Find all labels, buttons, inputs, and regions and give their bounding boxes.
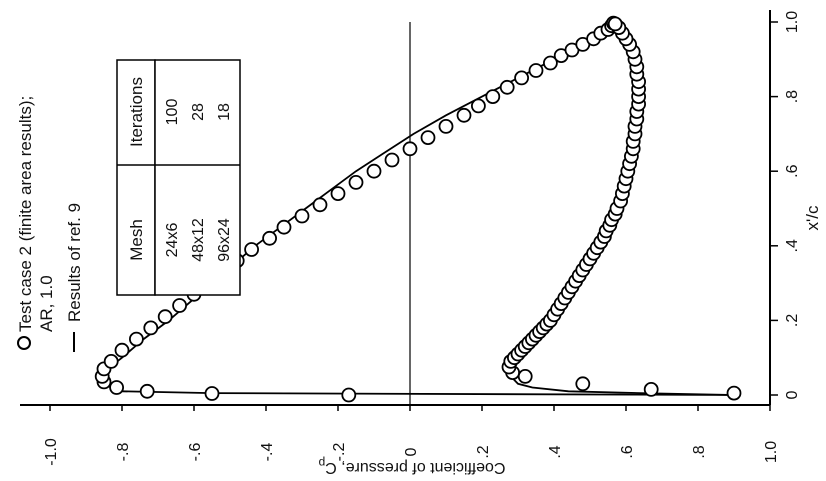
data-point-lower (607, 16, 623, 32)
table-cell-mesh-2: 48x12 (190, 218, 207, 262)
data-point-upper (485, 89, 501, 104)
axis-ticks: -1.0 -.8 -.6 -.4 -.2 0 .2 .4 .6 .8 1.0 0 .2 .4 .6 .8 1.0 (43, 11, 801, 466)
data-point-lower (575, 376, 591, 392)
data-point-upper (172, 298, 188, 313)
table-cell-mesh-1: 24x6 (164, 223, 181, 258)
data-point-upper (276, 219, 292, 235)
cp-tick-label: .4 (547, 445, 564, 458)
table-cell-iter-1: 100 (164, 99, 181, 126)
legend: Test case 2 (finite area results); AR, 1… (16, 96, 84, 352)
cp-axis-label-group: Coefficient of pressure, Cp (318, 456, 505, 476)
table-cell-iter-3: 18 (216, 103, 233, 121)
table-header-mesh: Mesh (127, 219, 146, 261)
data-point-upper (204, 386, 220, 401)
data-point-upper (109, 380, 124, 395)
data-point-upper (514, 70, 529, 86)
data-point-upper (456, 107, 472, 123)
cp-tick-label: 0 (403, 447, 420, 456)
table-header-iterations: Iterations (127, 77, 146, 147)
legend-circle-marker (17, 336, 31, 350)
data-point-upper (262, 230, 278, 246)
data-point-upper (312, 197, 328, 213)
data-point-upper (139, 383, 155, 399)
x-tick-label: .8 (784, 90, 801, 103)
legend-entry-1-line-1: Test case 2 (finite area results); (16, 96, 35, 332)
data-point-upper (543, 55, 558, 71)
data-point-upper (420, 130, 436, 146)
cp-tick-label: -.8 (115, 443, 132, 462)
x-tick-label: 0 (784, 390, 801, 399)
cp-tick-label: 1.0 (763, 441, 780, 463)
cp-tick-label: .6 (619, 445, 636, 458)
data-point-lower (643, 381, 659, 397)
x-axis-label: x'/c (803, 205, 822, 230)
data-point-upper (244, 242, 260, 257)
data-point-upper (157, 309, 173, 325)
data-point-upper (128, 331, 144, 347)
data-point-lower (726, 385, 742, 401)
x-tick-label: 1.0 (784, 11, 801, 33)
data-point-upper (366, 163, 382, 179)
cp-axis-label: Coefficient of pressure, C (325, 459, 505, 476)
x-tick-label: .4 (784, 239, 801, 252)
legend-entry-1-line-2: AR, 1.0 (37, 275, 56, 332)
x-tick-label: .2 (784, 314, 801, 327)
data-point-upper (330, 186, 346, 202)
data-point-upper (402, 141, 418, 157)
data-point-upper (114, 342, 130, 358)
cp-tick-label: -.6 (187, 443, 204, 462)
cp-axis-label-subscript: p (318, 456, 325, 470)
data-point-upper (499, 79, 515, 95)
data-point-upper (470, 98, 486, 114)
x-tick-label: .6 (784, 164, 801, 177)
data-point-upper (348, 174, 364, 190)
table-cell-iter-2: 28 (190, 103, 207, 121)
data-point-upper (341, 387, 357, 403)
data-point-upper (438, 119, 454, 134)
cp-tick-label: -1.0 (43, 438, 60, 466)
data-point-upper (384, 152, 400, 168)
legend-entry-2-line-1: Results of ref. 9 (65, 203, 84, 322)
data-point-lower (517, 368, 533, 384)
cp-tick-label: .2 (475, 445, 492, 458)
mesh-table: Mesh Iterations 24x6 100 48x12 28 96x24 … (116, 59, 241, 296)
data-point-upper (143, 320, 159, 336)
cp-tick-label: -.4 (259, 443, 276, 462)
test-case-points (94, 15, 742, 403)
data-point-upper (294, 208, 310, 224)
table-cell-mesh-3: 96x24 (216, 218, 233, 262)
cp-tick-label: -.2 (331, 443, 348, 462)
svg-text:Coefficient of pressure, Cp: Coefficient of pressure, Cp (318, 456, 505, 476)
data-point-upper (103, 353, 119, 369)
data-point-upper (528, 63, 544, 78)
cp-tick-label: .8 (691, 445, 708, 458)
